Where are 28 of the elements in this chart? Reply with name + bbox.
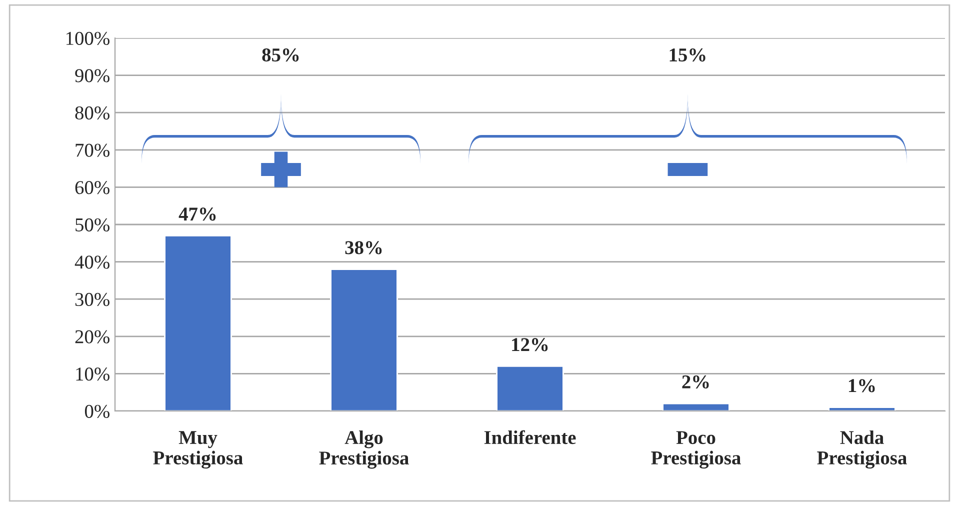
bar — [662, 402, 730, 411]
y-tick-label: 0% — [84, 404, 110, 418]
bar — [164, 234, 232, 411]
y-tick-label: 50% — [76, 218, 110, 232]
x-tick-label: Indiferente — [484, 430, 576, 444]
data-label: 12% — [512, 338, 548, 352]
bar — [330, 268, 398, 411]
x-tick-label: Algo Prestigiosa — [319, 430, 409, 469]
y-tick-label: 70% — [76, 144, 110, 157]
x-tick-label: Nada Prestigiosa — [817, 430, 907, 469]
data-label: 47% — [178, 208, 216, 221]
bar — [828, 406, 896, 411]
y-tick-label: 40% — [74, 256, 110, 269]
y-tick-label: 90% — [75, 69, 110, 82]
y-tick-label: 100% — [66, 32, 110, 45]
data-label: 2% — [682, 375, 709, 389]
y-tick-label: 80% — [75, 106, 110, 120]
y-tick-label: 20% — [75, 330, 110, 344]
y-tick-label: 30% — [75, 292, 110, 306]
x-tick-label: Poco Prestigiosa — [651, 431, 741, 469]
x-tick-label: Muy Prestigiosa — [153, 431, 243, 469]
data-label: 1% — [848, 379, 875, 392]
data-label: 38% — [345, 241, 382, 254]
bar — [496, 366, 564, 411]
annotation: 15% — [670, 48, 706, 62]
y-tick-label: 10% — [76, 368, 110, 381]
y-tick-label: 60% — [75, 181, 110, 194]
annotation: 85% — [262, 48, 299, 62]
